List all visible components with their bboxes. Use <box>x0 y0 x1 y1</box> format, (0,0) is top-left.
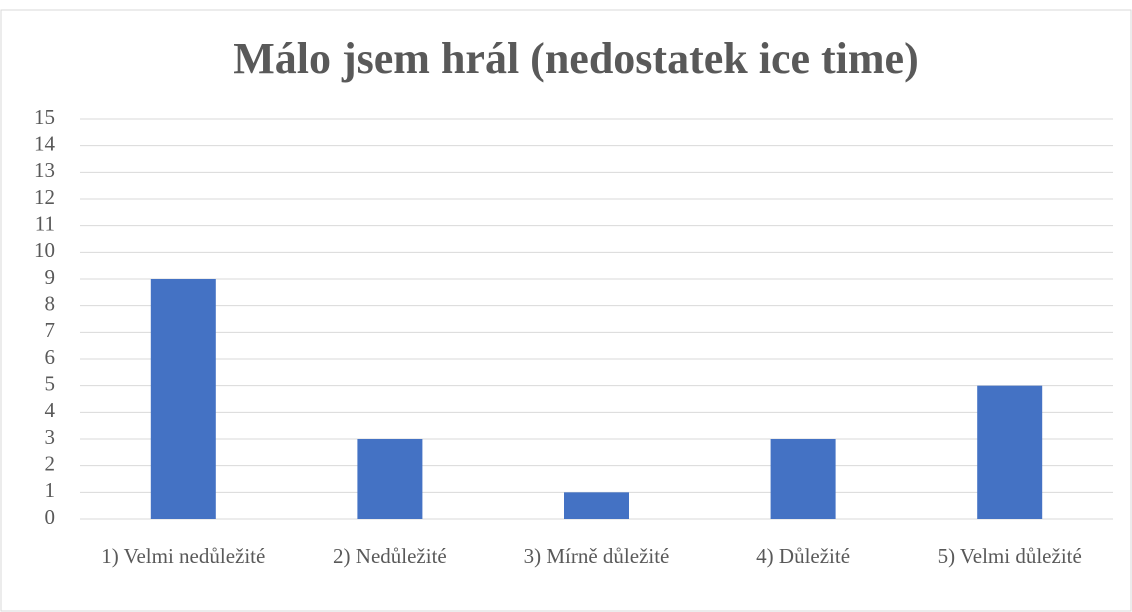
bar <box>357 439 423 519</box>
bar <box>564 492 629 519</box>
y-tick-label: 4 <box>45 398 56 422</box>
y-tick-label: 13 <box>34 158 55 182</box>
y-tick-label: 6 <box>45 345 56 369</box>
y-tick-label: 9 <box>45 265 56 289</box>
y-tick-label: 0 <box>45 505 56 529</box>
y-tick-label: 12 <box>34 185 55 209</box>
bar <box>977 385 1043 519</box>
y-tick-label: 15 <box>34 105 55 129</box>
x-tick-label: 1) Velmi nedůležité <box>101 544 266 568</box>
y-tick-label: 1 <box>45 478 56 502</box>
y-tick-label: 11 <box>35 211 55 235</box>
bar <box>770 439 836 519</box>
y-tick-label: 3 <box>45 425 56 449</box>
x-tick-label: 5) Velmi důležité <box>937 544 1082 568</box>
y-tick-label: 5 <box>45 371 56 395</box>
bar <box>150 279 216 519</box>
y-tick-label: 7 <box>45 318 56 342</box>
y-tick-label: 8 <box>45 291 56 315</box>
y-tick-label: 2 <box>45 451 56 475</box>
x-tick-label: 3) Mírně důležité <box>523 544 670 568</box>
y-tick-label: 10 <box>34 238 55 262</box>
chart-title: Málo jsem hrál (nedostatek ice time) <box>233 34 918 83</box>
x-tick-label: 4) Důležité <box>756 544 851 568</box>
x-tick-label: 2) Nedůležité <box>333 544 447 568</box>
y-tick-label: 14 <box>34 131 56 155</box>
